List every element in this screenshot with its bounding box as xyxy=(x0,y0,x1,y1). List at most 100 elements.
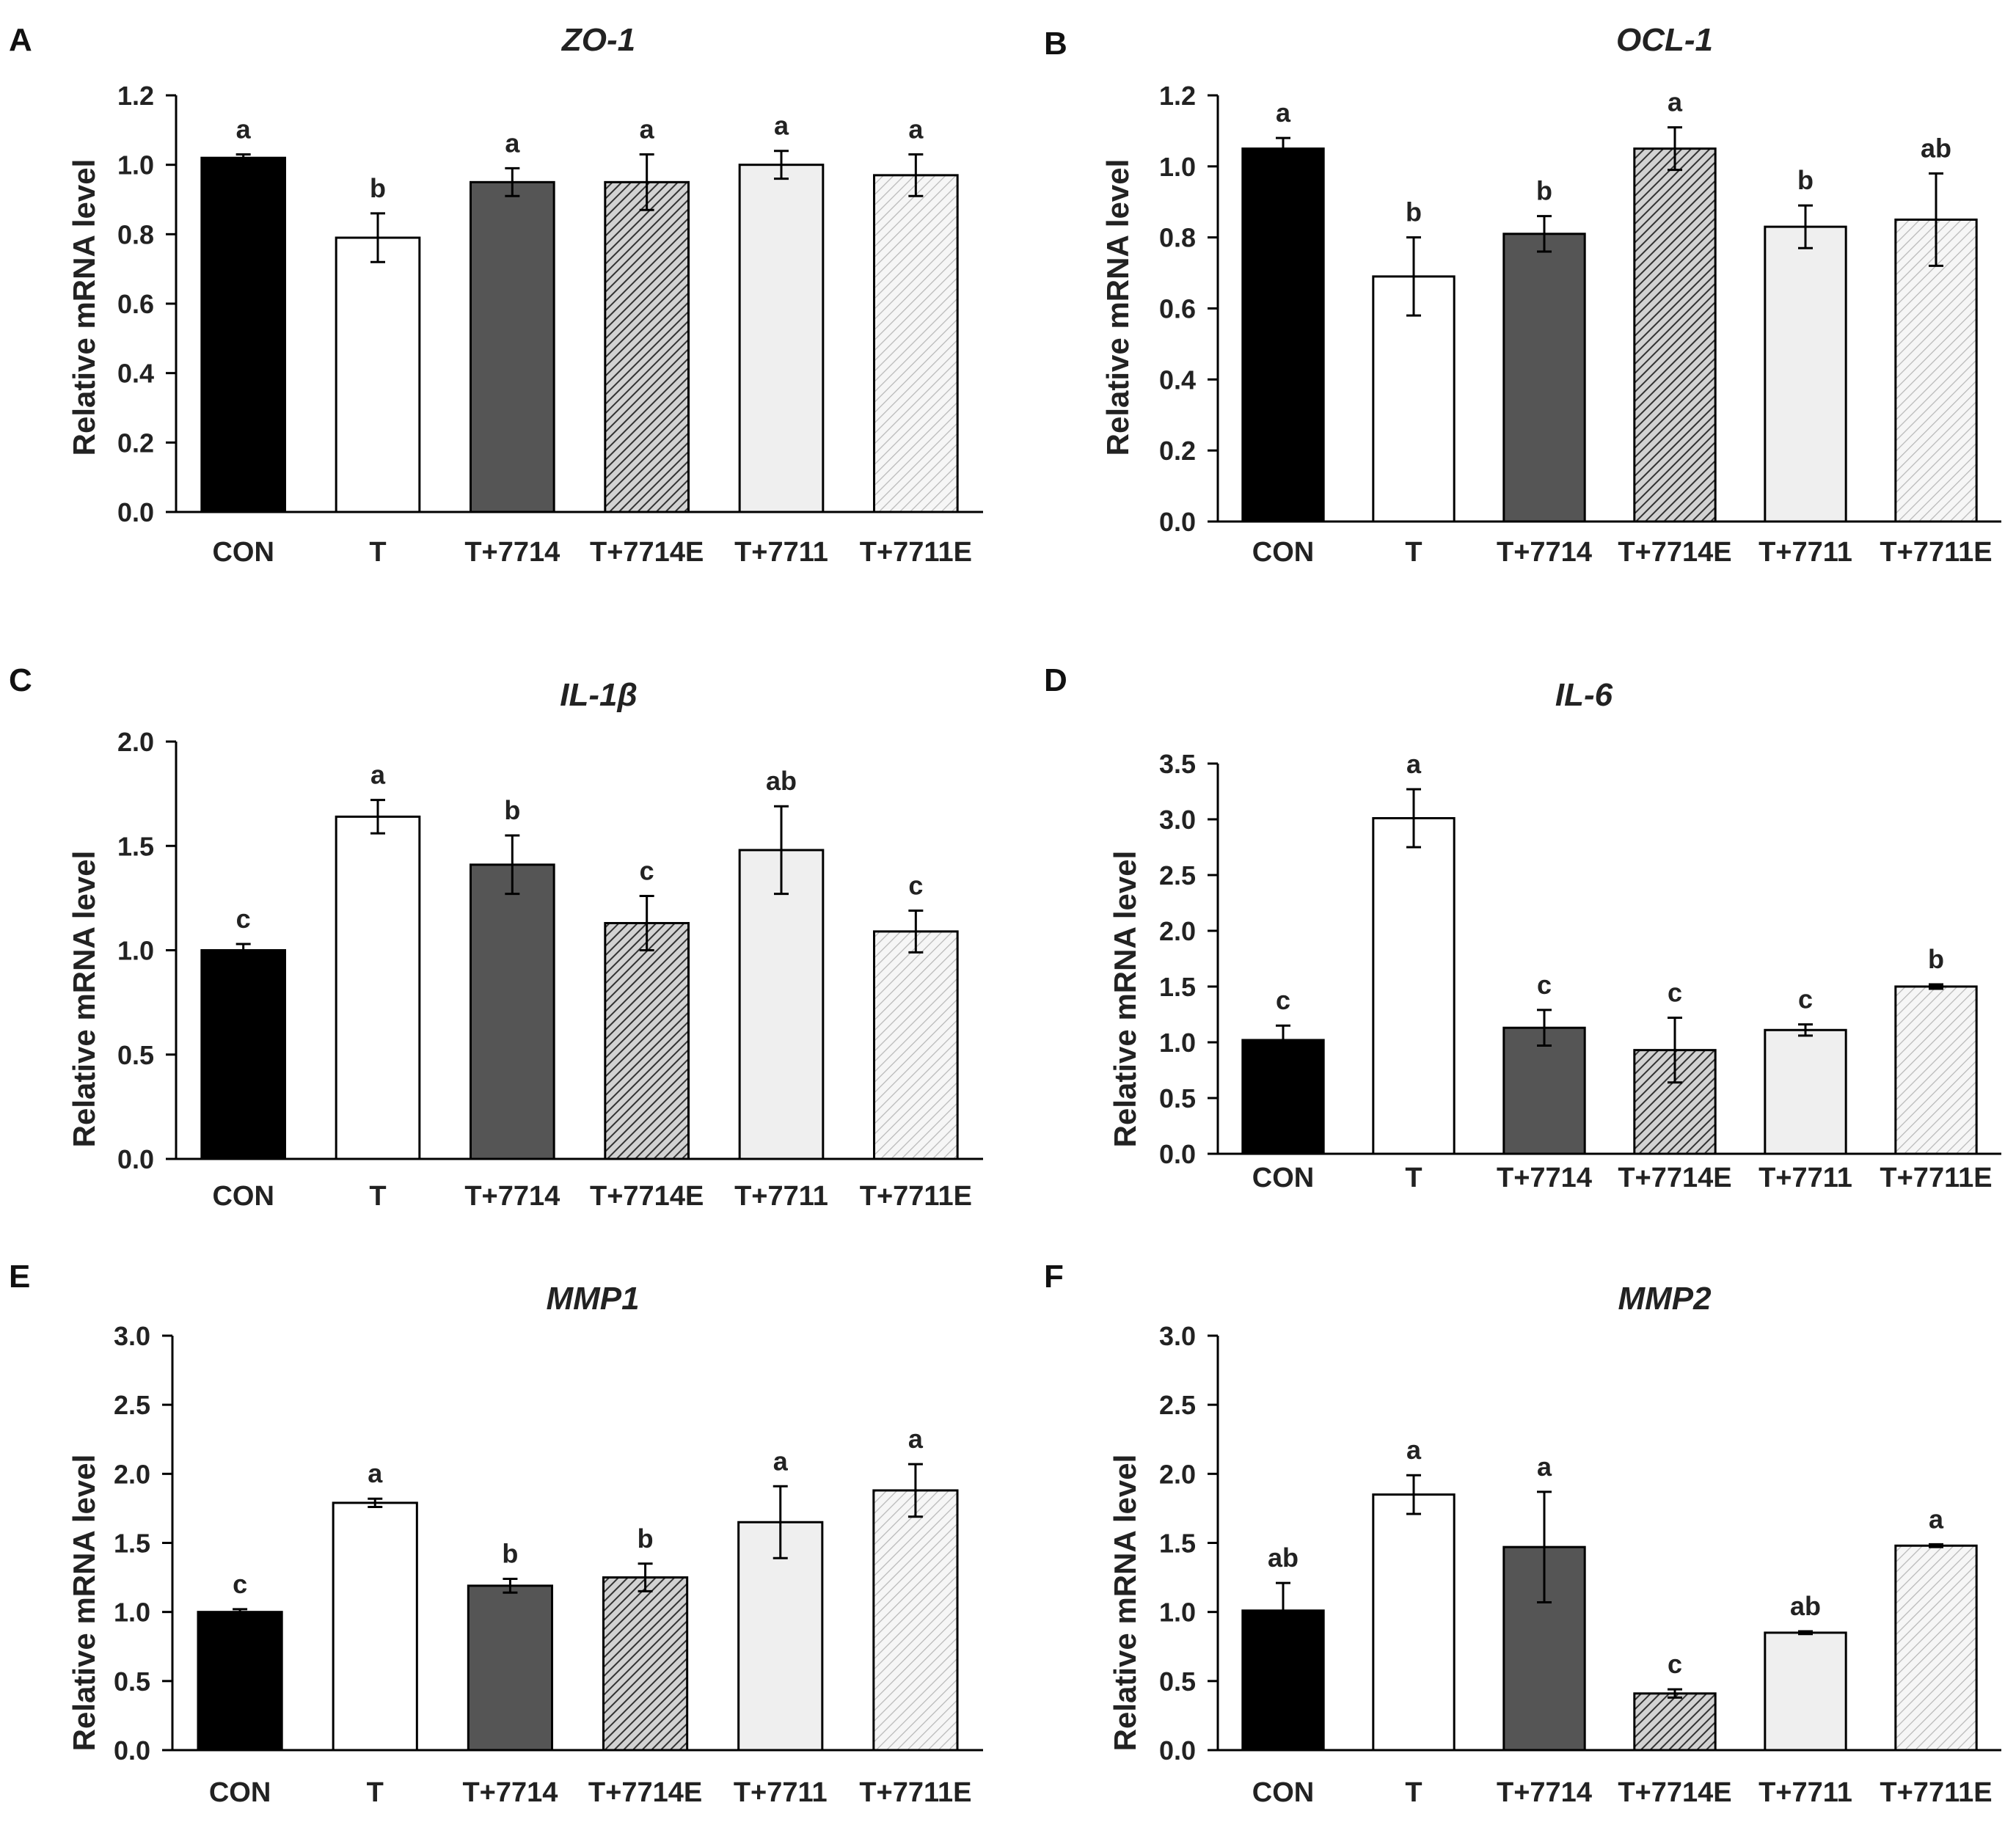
category-label: T+7711E xyxy=(1880,1777,1992,1808)
y-tick-label: 0.5 xyxy=(117,1040,154,1070)
category-label: T+7711 xyxy=(1758,537,1852,568)
y-tick-label: 0.0 xyxy=(117,1144,154,1174)
bar-tplus7711e xyxy=(1894,985,1978,1155)
chart-title: IL-6 xyxy=(1555,677,1613,713)
bar-tplus7711e xyxy=(873,174,959,513)
y-tick-label: 1.0 xyxy=(117,150,154,180)
significance-letter: a xyxy=(370,760,386,790)
significance-letter: b xyxy=(1406,197,1422,227)
significance-letter: c xyxy=(908,870,923,900)
bar-con xyxy=(197,1611,283,1752)
bar-tplus7714 xyxy=(470,180,555,513)
chart-svg: 0.0 0.5 1.0 1.5 2.0 2.5 3.0 c CON a Tb T+7714 b T+771… xyxy=(114,1321,983,1808)
bar-t xyxy=(1372,1493,1456,1752)
category-label: T+7714E xyxy=(1618,1777,1731,1808)
significance-letter: c xyxy=(1668,1649,1682,1679)
category-label: T+7714 xyxy=(464,537,560,568)
category-label: T xyxy=(1405,537,1422,568)
category-label: T+7711E xyxy=(860,537,972,568)
panel-letter: B xyxy=(1044,26,1067,62)
bar-tplus7714e xyxy=(604,922,690,1160)
category-label: T+7714E xyxy=(590,1181,704,1212)
bar-tplus7714e xyxy=(602,1576,689,1752)
y-tick-label: 0.0 xyxy=(114,1735,150,1766)
y-tick-label: 0.5 xyxy=(1159,1083,1196,1113)
y-tick-label: 1.5 xyxy=(1159,972,1196,1002)
y-tick-label: 1.0 xyxy=(117,936,154,966)
chart-svg: 0.0 0.5 1.0 1.5 2.0 2.5 3.0 ab CON a Ta T+7714 c T+77… xyxy=(1159,1321,2001,1808)
bar-tplus7711e xyxy=(873,930,959,1160)
category-label: T+7711 xyxy=(1758,1163,1852,1193)
y-tick-label: 0.8 xyxy=(1159,223,1196,253)
panel-a: A ZO-1 Relative mRNA level 0.0 0.2 0.4 0.6 0… xyxy=(0,0,1008,607)
significance-letter: a xyxy=(1929,1504,1944,1534)
bar-tplus7711 xyxy=(1764,225,1847,523)
significance-letter: a xyxy=(368,1458,383,1488)
bar-tplus7711e xyxy=(1894,1544,1978,1752)
y-tick-label: 0.4 xyxy=(117,359,154,389)
category-label: T+7711 xyxy=(734,1777,828,1808)
y-tick-label: 0.6 xyxy=(117,289,154,319)
category-label: CON xyxy=(209,1777,271,1808)
category-label: T+7711E xyxy=(859,1777,971,1808)
y-tick-label: 2.0 xyxy=(117,727,154,757)
bar-tplus7714e xyxy=(604,180,690,513)
category-label: T+7711 xyxy=(734,537,828,568)
significance-letter: a xyxy=(908,1424,924,1454)
chart-title: IL-1β xyxy=(560,677,638,713)
y-tick-label: 1.0 xyxy=(114,1598,150,1628)
y-tick-label: 1.5 xyxy=(1159,1529,1196,1559)
bar-tplus7714 xyxy=(467,1584,554,1752)
chart-title: MMP1 xyxy=(546,1281,640,1317)
significance-letter: ab xyxy=(1790,1591,1821,1621)
y-tick-label: 0.0 xyxy=(1159,1735,1196,1766)
y-tick-label: 0.8 xyxy=(117,219,154,249)
significance-letter: a xyxy=(1406,1435,1422,1465)
y-tick-label: 1.5 xyxy=(117,831,154,861)
chart-svg: 0.0 0.2 0.4 0.6 0.8 1.0 1.2 a CON b Tb T+7714 a T+771… xyxy=(1159,81,2001,568)
panel-letter: D xyxy=(1044,662,1067,698)
chart-svg: 0.0 0.2 0.4 0.6 0.8 1.0 1.2 a CON b Ta T+7714 a T+771… xyxy=(117,81,983,568)
significance-letter: a xyxy=(1406,749,1422,779)
y-tick-label: 2.0 xyxy=(1159,1459,1196,1489)
bar-con xyxy=(200,156,287,513)
y-tick-label: 2.0 xyxy=(1159,916,1196,946)
panel-d: D IL-6 Relative mRNA level 0.0 0.5 1.0 1.5 2… xyxy=(1008,607,2016,1215)
category-label: T+7714 xyxy=(1497,1777,1592,1808)
significance-letter: b xyxy=(1536,176,1552,206)
panel-letter: F xyxy=(1044,1259,1064,1295)
category-label: T+7714E xyxy=(588,1777,702,1808)
chart-svg: 0.0 0.5 1.0 1.5 2.0 c CON a Tb T+7714 c T+7714E ab T+… xyxy=(117,727,983,1212)
y-tick-label: 3.0 xyxy=(1159,805,1196,835)
y-tick-label: 1.5 xyxy=(114,1529,150,1559)
category-label: T+7711E xyxy=(860,1181,972,1212)
panel-c: C IL-1β Relative mRNA level 0.0 0.5 1.0 1.5… xyxy=(0,607,1008,1215)
category-label: T+7714E xyxy=(1618,1163,1731,1193)
chart-title: ZO-1 xyxy=(561,22,636,58)
bar-tplus7711e xyxy=(872,1489,959,1752)
bar-tplus7714e xyxy=(1633,147,1717,523)
category-label: T xyxy=(369,1181,386,1212)
category-label: T+7714 xyxy=(462,1777,558,1808)
significance-letter: b xyxy=(504,795,520,825)
category-label: CON xyxy=(1252,1163,1314,1193)
panel-letter: E xyxy=(9,1259,31,1295)
y-tick-label: 0.5 xyxy=(1159,1666,1196,1697)
bar-con xyxy=(1241,147,1325,523)
y-tick-label: 0.5 xyxy=(114,1666,150,1697)
category-label: T+7711 xyxy=(734,1181,828,1212)
significance-letter: b xyxy=(1928,944,1944,974)
y-tick-label: 2.0 xyxy=(114,1459,150,1489)
panel-f: F MMP2 Relative mRNA level 0.0 0.5 1.0 1.5 2… xyxy=(1008,1215,2016,1822)
y-tick-label: 1.0 xyxy=(1159,152,1196,182)
bar-t xyxy=(335,815,421,1160)
significance-letter: a xyxy=(236,114,252,144)
y-tick-label: 3.5 xyxy=(1159,749,1196,779)
category-label: T xyxy=(369,537,386,568)
category-label: CON xyxy=(212,1181,274,1212)
significance-letter: c xyxy=(1276,985,1290,1015)
category-label: T xyxy=(1405,1777,1422,1808)
significance-letter: ab xyxy=(1921,133,1951,164)
y-tick-label: 1.0 xyxy=(1159,1028,1196,1058)
y-tick-label: 1.2 xyxy=(1159,81,1196,111)
